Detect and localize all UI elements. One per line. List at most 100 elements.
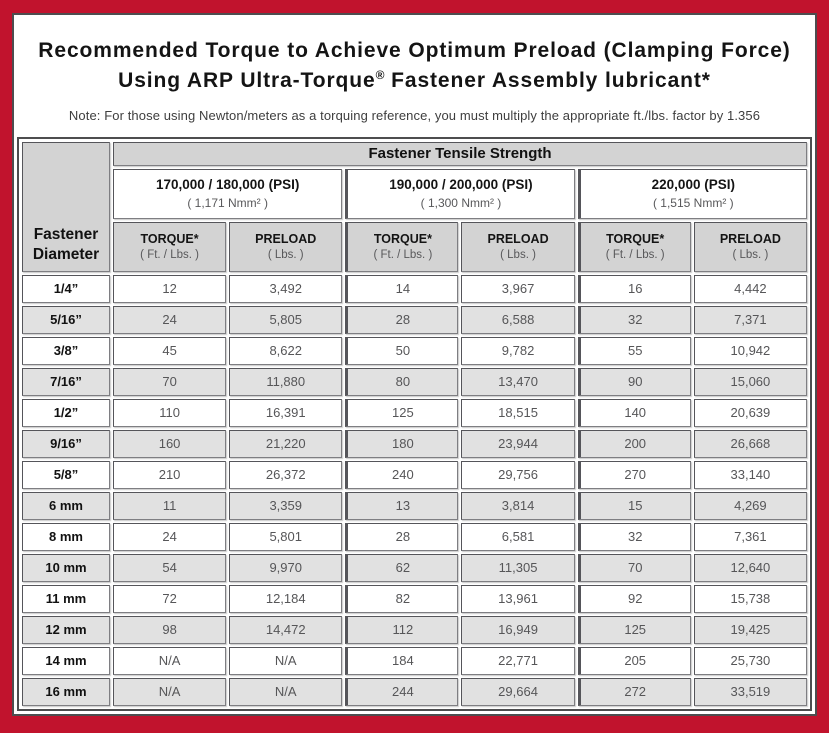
torque-value: 140 xyxy=(577,398,691,427)
psi-group-220: 220,000 (PSI) ( 1,515 Nmm² ) xyxy=(577,168,807,219)
preload-value: 8,622 xyxy=(229,336,343,365)
preload-unit: ( Lbs. ) xyxy=(732,249,769,262)
row-diameter-label: 7/16” xyxy=(22,367,110,396)
preload-column-header-1: PRELOAD ( Lbs. ) xyxy=(229,221,343,272)
torque-value: 28 xyxy=(345,522,459,551)
torque-value: 32 xyxy=(577,522,691,551)
preload-value: 29,756 xyxy=(461,460,575,489)
row-diameter-label: 5/16” xyxy=(22,305,110,334)
table-row: 7/16” 70 11,880 80 13,470 90 15,060 xyxy=(22,367,807,396)
preload-value: N/A xyxy=(229,646,343,675)
preload-value: N/A xyxy=(229,677,343,706)
preload-label: PRELOAD xyxy=(487,232,549,247)
row-diameter-label: 8 mm xyxy=(22,522,110,551)
preload-value: 9,970 xyxy=(229,553,343,582)
preload-label: PRELOAD xyxy=(255,232,317,247)
torque-value: 28 xyxy=(345,305,459,334)
torque-label: TORQUE* xyxy=(606,232,665,247)
torque-value: N/A xyxy=(113,646,227,675)
torque-preload-header-row: TORQUE* ( Ft. / Lbs. ) PRELOAD ( Lbs. ) … xyxy=(22,221,807,272)
row-diameter-label: 1/2” xyxy=(22,398,110,427)
preload-value: 22,771 xyxy=(461,646,575,675)
torque-value: 62 xyxy=(345,553,459,582)
preload-value: 3,814 xyxy=(461,491,575,520)
preload-value: 33,140 xyxy=(693,460,807,489)
torque-label: TORQUE* xyxy=(373,232,432,247)
torque-spec-table: Fastener Diameter Fastener Tensile Stren… xyxy=(17,136,812,711)
torque-value: 112 xyxy=(345,615,459,644)
preload-column-header-2: PRELOAD ( Lbs. ) xyxy=(461,221,575,272)
preload-unit: ( Lbs. ) xyxy=(267,249,304,262)
torque-value: 272 xyxy=(577,677,691,706)
preload-column-header-3: PRELOAD ( Lbs. ) xyxy=(693,221,807,272)
content-panel: Recommended Torque to Achieve Optimum Pr… xyxy=(12,13,817,716)
preload-value: 7,361 xyxy=(693,522,807,551)
torque-value: 200 xyxy=(577,429,691,458)
preload-value: 6,581 xyxy=(461,522,575,551)
preload-value: 5,801 xyxy=(229,522,343,551)
table-row: 14 mm N/A N/A 184 22,771 205 25,730 xyxy=(22,646,807,675)
psi-value: 220,000 (PSI) xyxy=(651,177,735,193)
torque-value: 24 xyxy=(113,305,227,334)
preload-value: 11,305 xyxy=(461,553,575,582)
psi-value: 170,000 / 180,000 (PSI) xyxy=(155,177,300,193)
table-row: 3/8” 45 8,622 50 9,782 55 10,942 xyxy=(22,336,807,365)
torque-value: 98 xyxy=(113,615,227,644)
psi-value: 190,000 / 200,000 (PSI) xyxy=(389,177,533,193)
page-title-line2: Using ARP Ultra-Torque® Fastener Assembl… xyxy=(16,66,813,96)
preload-value: 3,359 xyxy=(229,491,343,520)
title-line2-post: Fastener Assembly lubricant* xyxy=(384,69,711,93)
torque-value: 15 xyxy=(577,491,691,520)
preload-value: 13,961 xyxy=(461,584,575,613)
torque-value: 24 xyxy=(113,522,227,551)
nmm-value: ( 1,300 Nmm² ) xyxy=(420,196,502,211)
preload-value: 14,472 xyxy=(229,615,343,644)
torque-value: 14 xyxy=(345,274,459,303)
torque-value: N/A xyxy=(113,677,227,706)
torque-value: 70 xyxy=(113,367,227,396)
row-diameter-label: 1/4” xyxy=(22,274,110,303)
registered-trademark-symbol: ® xyxy=(375,68,385,83)
fastener-diameter-line2: Diameter xyxy=(32,245,100,263)
table-body: 1/4” 12 3,492 14 3,967 16 4,442 5/16” 24 5,805 28 6… xyxy=(22,274,807,706)
preload-value: 13,470 xyxy=(461,367,575,396)
title-line2-pre: Using ARP Ultra-Torque xyxy=(118,69,376,93)
preload-value: 23,944 xyxy=(461,429,575,458)
torque-value: 125 xyxy=(345,398,459,427)
preload-value: 9,782 xyxy=(461,336,575,365)
preload-value: 16,391 xyxy=(229,398,343,427)
table-row: 1/2” 110 16,391 125 18,515 140 20,639 xyxy=(22,398,807,427)
torque-value: 184 xyxy=(345,646,459,675)
table-row: 8 mm 24 5,801 28 6,581 32 7,361 xyxy=(22,522,807,551)
preload-value: 33,519 xyxy=(693,677,807,706)
page-title-line1: Recommended Torque to Achieve Optimum Pr… xyxy=(38,39,791,62)
torque-column-header-2: TORQUE* ( Ft. / Lbs. ) xyxy=(345,221,459,272)
preload-value: 20,639 xyxy=(693,398,807,427)
torque-value: 11 xyxy=(113,491,227,520)
row-diameter-label: 3/8” xyxy=(22,336,110,365)
preload-value: 5,805 xyxy=(229,305,343,334)
fastener-diameter-line1: Fastener xyxy=(33,225,99,243)
preload-value: 15,738 xyxy=(693,584,807,613)
psi-group-190-200: 190,000 / 200,000 (PSI) ( 1,300 Nmm² ) xyxy=(345,168,575,219)
row-diameter-label: 6 mm xyxy=(22,491,110,520)
row-diameter-label: 16 mm xyxy=(22,677,110,706)
torque-value: 92 xyxy=(577,584,691,613)
preload-value: 11,880 xyxy=(229,367,343,396)
table-row: 5/16” 24 5,805 28 6,588 32 7,371 xyxy=(22,305,807,334)
torque-unit: ( Ft. / Lbs. ) xyxy=(373,249,433,262)
preload-unit: ( Lbs. ) xyxy=(500,249,536,262)
torque-value: 16 xyxy=(577,274,691,303)
torque-column-header-1: TORQUE* ( Ft. / Lbs. ) xyxy=(113,221,227,272)
table-row: 6 mm 11 3,359 13 3,814 15 4,269 xyxy=(22,491,807,520)
row-diameter-label: 14 mm xyxy=(22,646,110,675)
torque-value: 70 xyxy=(577,553,691,582)
torque-value: 270 xyxy=(577,460,691,489)
torque-value: 72 xyxy=(113,584,227,613)
preload-value: 26,372 xyxy=(229,460,343,489)
preload-value: 19,425 xyxy=(693,615,807,644)
preload-value: 10,942 xyxy=(693,336,807,365)
preload-value: 7,371 xyxy=(693,305,807,334)
fastener-diameter-header: Fastener Diameter xyxy=(22,141,110,272)
